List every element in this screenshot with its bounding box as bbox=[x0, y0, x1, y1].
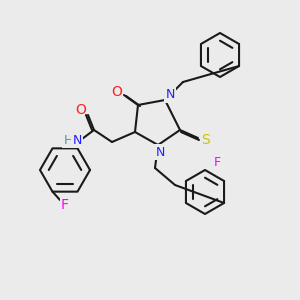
Text: F: F bbox=[61, 198, 69, 212]
Text: N: N bbox=[72, 134, 82, 146]
Text: F: F bbox=[213, 155, 220, 169]
Text: S: S bbox=[202, 133, 210, 147]
Text: H: H bbox=[63, 134, 73, 146]
Text: N: N bbox=[165, 88, 175, 101]
Text: O: O bbox=[112, 85, 122, 99]
Text: O: O bbox=[76, 103, 86, 117]
Text: N: N bbox=[155, 146, 165, 158]
